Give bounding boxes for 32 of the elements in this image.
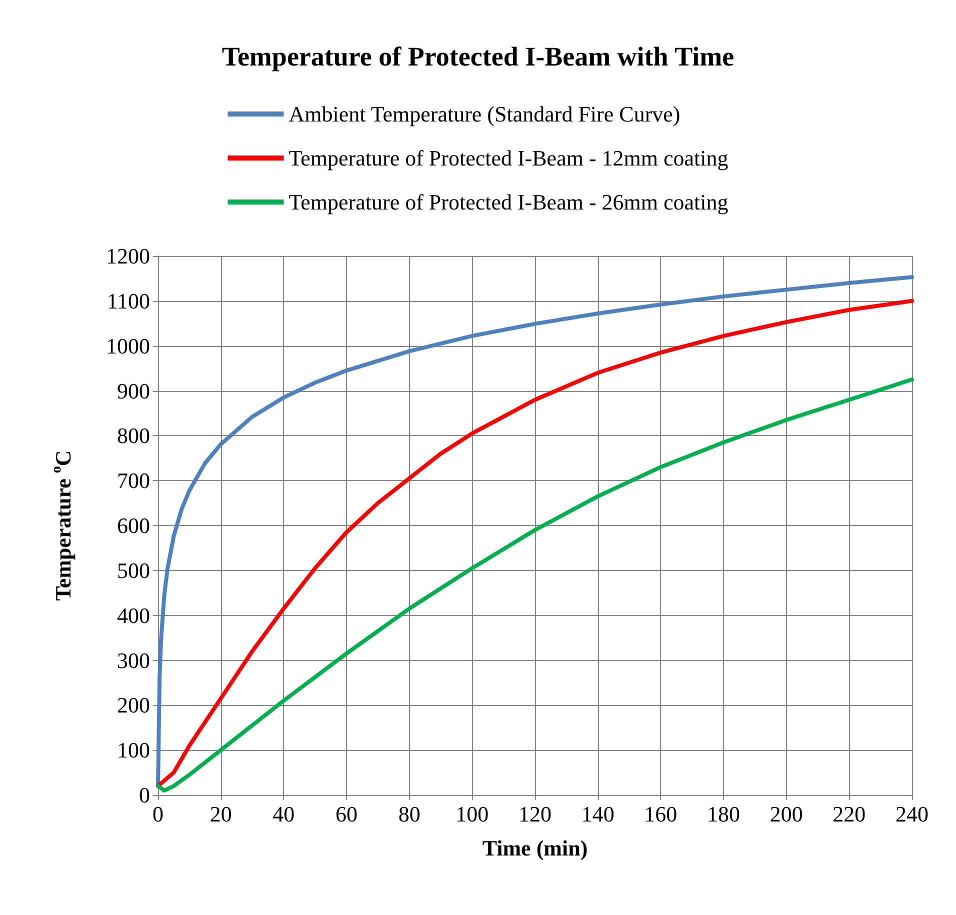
x-axis-title: Time (min): [482, 836, 588, 860]
y-tick-label: 300: [117, 648, 150, 673]
x-tick-label: 240: [896, 802, 928, 826]
y-tick-label: 400: [117, 602, 150, 628]
legend-label: Ambient Temperature (Standard Fire Curve): [288, 102, 680, 126]
y-axis-title: Temperature oC: [50, 450, 76, 601]
y-tick-label: 200: [117, 692, 150, 718]
chart-title: Temperature of Protected I-Beam with Time: [222, 42, 734, 72]
legend-label: Temperature of Protected I-Beam - 12mm coating: [288, 146, 728, 170]
x-tick-label: 220: [832, 802, 866, 826]
y-tick-label: 900: [117, 378, 150, 404]
y-tick-label: 1100: [106, 288, 150, 314]
y-tick-label: 500: [117, 558, 150, 583]
line-series: [156, 378, 914, 793]
x-tick-label: 60: [336, 802, 358, 826]
legend-label: Temperature of Protected I-Beam - 26mm coating: [288, 190, 728, 214]
y-tick-label: 600: [117, 513, 150, 538]
y-tick-label: 0: [139, 782, 150, 808]
y-tick-label: 1000: [106, 333, 150, 358]
x-tick-label: 100: [456, 802, 489, 826]
y-tick-label: 700: [117, 468, 150, 494]
y-tick-label: 800: [117, 423, 150, 448]
x-tick-label: 160: [644, 802, 678, 826]
x-tick-label: 40: [272, 802, 295, 826]
y-tick-label: 1200: [106, 244, 150, 268]
x-tick-label: 200: [770, 802, 803, 826]
x-tick-label: 140: [581, 802, 614, 826]
x-tick-label: 120: [518, 802, 552, 826]
x-tick-label: 20: [210, 802, 232, 826]
x-tick-label: 80: [398, 802, 420, 826]
x-tick-label: 180: [707, 802, 740, 826]
y-tick-label: 100: [117, 738, 150, 763]
